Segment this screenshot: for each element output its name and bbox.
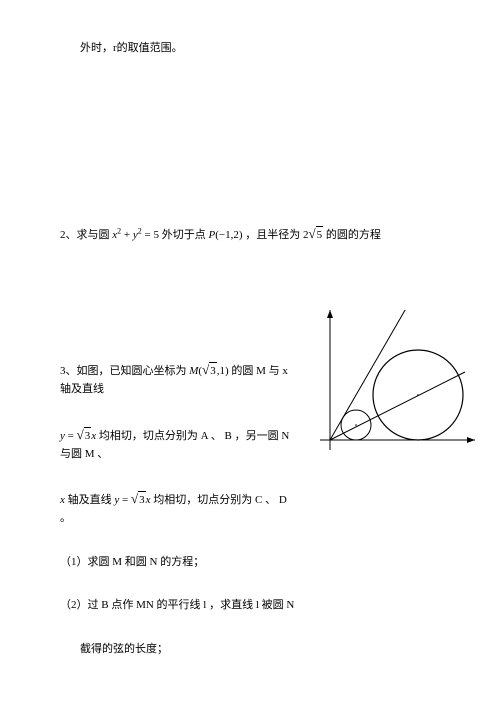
q3-line3: xx 轴及直线 轴及直线 y = √3x 均相切，切点分别为 C 、 D 。	[60, 489, 300, 527]
q3-block: 3、如图，已知圆心坐标为 M(√3,1) 的圆 M 与 x 轴及直线 y = √…	[60, 360, 450, 658]
sqrt-icon: √5	[308, 224, 323, 245]
q2-text: 2、求与圆 x2 + y2 = 5 外切于点 P(−1,2) ，且半径为 2√5…	[60, 224, 450, 245]
q2-prefix: 2、求与圆	[60, 229, 112, 241]
q3-sub2b: 截得的弦的长度；	[60, 641, 300, 659]
q3-line2: y = √3x 均相切，切点分别为 A 、 B ，另一圆 N 与圆 M 、	[60, 425, 300, 463]
q3-line1: 3、如图，已知圆心坐标为 M(√3,1) 的圆 M 与 x 轴及直线	[60, 360, 300, 398]
q2-mid2: ，且半径为	[245, 229, 303, 241]
fragment-text: 外时，r的取值范围。	[60, 40, 450, 58]
sqrt-icon: √3	[131, 489, 146, 510]
sqrt-icon: √3	[202, 360, 217, 381]
q2-suffix: 的圆的方程	[326, 229, 381, 241]
q3-sub1: （1）求圆 M 和圆 N 的方程；	[60, 554, 300, 572]
q3-figure	[300, 310, 480, 463]
sqrt-icon: √3	[77, 425, 92, 446]
q3-sub2: （2）过 B 点作 MN 的平行线 l ，求直线 l 被圆 N	[60, 597, 300, 615]
spacer	[60, 84, 450, 224]
q2-mid1: 外切于点	[162, 229, 209, 241]
